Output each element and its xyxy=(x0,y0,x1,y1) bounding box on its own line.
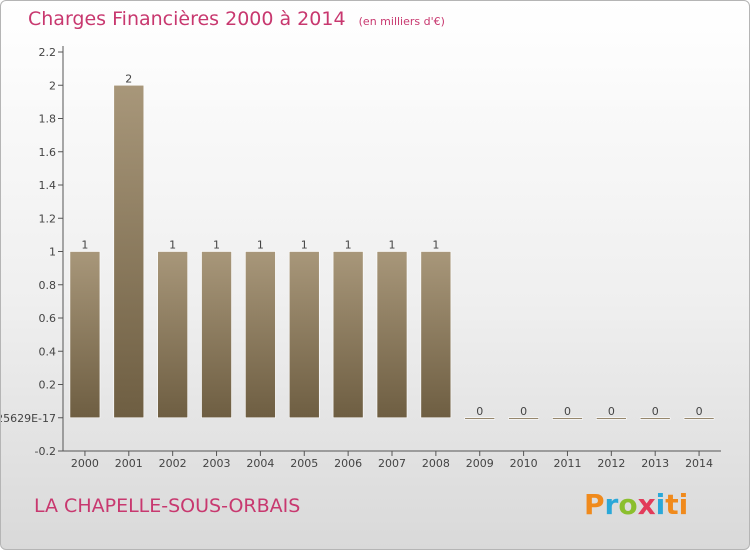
x-tick-label: 2002 xyxy=(159,457,187,470)
chart-subtitle: (en milliers d'€) xyxy=(358,15,445,28)
x-tick-label: 2001 xyxy=(115,457,143,470)
bar xyxy=(639,417,671,420)
y-tick-label: 0.6 xyxy=(39,312,57,325)
y-tick-label: 1 xyxy=(49,246,56,259)
title-row: Charges Financières 2000 à 2014 (en mill… xyxy=(28,8,445,30)
bar xyxy=(596,417,627,420)
bar-value-label: 0 xyxy=(564,405,571,418)
bar-value-label: 1 xyxy=(301,239,308,252)
bar-value-label: 0 xyxy=(608,405,615,418)
bar-value-label: 1 xyxy=(345,239,352,252)
bar-value-label: 0 xyxy=(696,405,703,418)
x-tick-label: 2012 xyxy=(597,457,625,470)
x-tick-label: 2007 xyxy=(378,457,406,470)
bar-value-label: 0 xyxy=(476,405,483,418)
logo-letter: P xyxy=(584,488,605,521)
bar xyxy=(464,417,496,420)
x-tick-label: 2003 xyxy=(203,457,231,470)
chart-title: Charges Financières 2000 à 2014 xyxy=(28,8,346,30)
bar xyxy=(69,251,101,419)
bar-value-label: 1 xyxy=(169,239,176,252)
y-tick-label: -0.2 xyxy=(35,445,56,458)
x-tick-label: 2013 xyxy=(641,457,669,470)
bar-value-label: 0 xyxy=(652,405,659,418)
bar-value-label: 0 xyxy=(520,405,527,418)
bar xyxy=(201,251,232,419)
bar xyxy=(508,417,539,420)
commune-name: LA CHAPELLE-SOUS-ORBAIS xyxy=(34,495,301,517)
bar xyxy=(420,251,452,419)
x-tick-label: 2005 xyxy=(290,457,318,470)
y-tick-label: 0.8 xyxy=(39,279,57,292)
x-tick-label: 2009 xyxy=(466,457,494,470)
y-tick-label: 1.6 xyxy=(39,146,57,159)
bar xyxy=(113,84,145,419)
x-tick-label: 2006 xyxy=(334,457,362,470)
bar-value-label: 2 xyxy=(125,72,132,85)
y-tick-label: 1.8 xyxy=(39,113,57,126)
bar xyxy=(552,417,583,420)
y-tick-label: 0.2 xyxy=(39,379,57,392)
y-tick-label: 2 xyxy=(49,79,56,92)
bar-value-label: 1 xyxy=(389,239,396,252)
y-tick-label: 1.4 xyxy=(39,179,57,192)
proxiti-logo: Proxiti xyxy=(584,488,688,521)
logo-letter: r xyxy=(604,488,619,521)
y-tick-label: 0.4 xyxy=(39,345,57,358)
y-tick-label: 2.2 xyxy=(39,46,57,59)
bar xyxy=(683,417,715,420)
y-tick-label: 1.2 xyxy=(39,212,57,225)
logo-letter: t xyxy=(665,488,679,521)
x-tick-label: 2010 xyxy=(510,457,538,470)
bar-value-label: 1 xyxy=(432,239,439,252)
x-tick-label: 2014 xyxy=(685,457,713,470)
logo-letter: i xyxy=(678,488,689,521)
y-tick-label: -1.4915625629E-17 xyxy=(1,412,56,425)
bar-value-label: 1 xyxy=(81,239,88,252)
bar xyxy=(376,251,408,419)
x-tick-label: 2008 xyxy=(422,457,450,470)
bar xyxy=(157,251,188,419)
logo-letter: i xyxy=(655,488,666,521)
bar xyxy=(245,251,276,419)
x-tick-label: 2011 xyxy=(553,457,581,470)
bar xyxy=(332,251,364,419)
bar xyxy=(288,251,320,419)
logo-letter: o xyxy=(618,488,638,521)
logo-letter: x xyxy=(637,488,656,521)
bar-value-label: 1 xyxy=(257,239,264,252)
x-tick-label: 2004 xyxy=(246,457,274,470)
bar-value-label: 1 xyxy=(213,239,220,252)
x-tick-label: 2000 xyxy=(71,457,99,470)
